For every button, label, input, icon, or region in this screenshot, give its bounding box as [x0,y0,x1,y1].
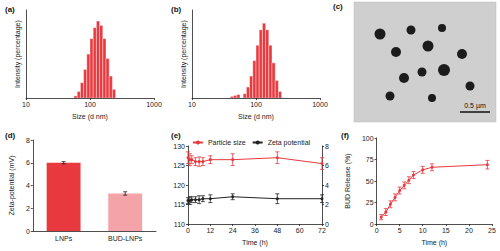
svg-text:60: 60 [296,227,304,234]
svg-text:1000: 1000 [312,101,328,108]
svg-text:0: 0 [186,227,190,234]
svg-text:0: 0 [370,221,374,228]
svg-text:20: 20 [465,227,473,234]
svg-text:0.5 µm: 0.5 µm [464,102,486,110]
svg-text:Zeta-potential (mV): Zeta-potential (mV) [8,156,16,216]
svg-text:48: 48 [273,227,281,234]
svg-text:36: 36 [251,227,259,234]
svg-text:Intensity (percentage): Intensity (percentage) [14,20,22,88]
svg-text:8: 8 [26,137,30,144]
svg-text:2: 2 [325,201,329,208]
svg-text:110: 110 [174,221,185,228]
svg-text:6: 6 [26,159,30,166]
svg-text:100: 100 [84,101,96,108]
svg-text:(a): (a) [5,5,15,14]
svg-text:(b): (b) [171,5,182,14]
svg-text:72: 72 [318,227,326,234]
svg-text:4: 4 [325,182,329,189]
svg-text:75: 75 [366,156,374,163]
svg-text:Time (h): Time (h) [421,239,447,247]
svg-text:BUD-LNPs: BUD-LNPs [108,235,143,242]
svg-text:50: 50 [366,178,374,185]
svg-text:Zeta potential: Zeta potential [268,139,311,147]
svg-text:BUD Release (%): BUD Release (%) [344,153,352,208]
svg-text:(c): (c) [333,2,343,11]
svg-text:24: 24 [229,227,237,234]
svg-text:Size (d nm): Size (d nm) [238,113,274,121]
svg-text:100: 100 [362,135,374,142]
svg-text:1000: 1000 [146,101,162,108]
svg-text:120: 120 [173,182,185,189]
svg-text:(e): (e) [171,131,181,140]
svg-text:4: 4 [26,182,30,189]
svg-text:LNPs: LNPs [55,235,73,242]
svg-text:0: 0 [26,228,30,235]
svg-text:2: 2 [26,205,30,212]
svg-text:(f): (f) [341,131,349,140]
svg-text:Size (d nm): Size (d nm) [72,113,108,121]
svg-text:0: 0 [325,220,329,228]
svg-text:0: 0 [375,227,379,234]
svg-text:Intensity (percentage): Intensity (percentage) [180,20,188,88]
svg-text:12: 12 [206,227,214,234]
svg-text:Particle size: Particle size [208,139,246,146]
svg-text:10: 10 [419,227,427,234]
svg-text:8: 8 [325,143,329,150]
svg-text:5: 5 [398,227,402,234]
svg-text:(d): (d) [5,131,16,140]
svg-text:130: 130 [173,143,185,150]
svg-text:125: 125 [173,162,185,169]
svg-text:6: 6 [325,162,329,169]
svg-text:115: 115 [174,201,185,208]
svg-text:Time (h): Time (h) [242,239,268,247]
svg-text:10: 10 [22,101,30,108]
svg-text:15: 15 [442,227,450,234]
svg-text:10: 10 [188,101,196,108]
svg-text:25: 25 [366,199,374,206]
svg-text:100: 100 [250,101,262,108]
svg-text:25: 25 [488,227,496,234]
